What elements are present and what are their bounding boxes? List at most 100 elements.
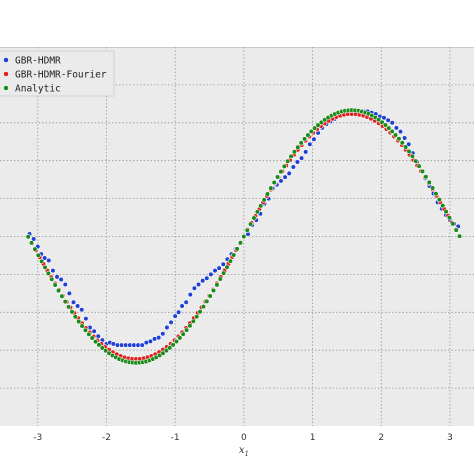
analytic-point — [281, 163, 287, 169]
gbr-hdmr-point — [147, 338, 154, 344]
analytic-point — [55, 288, 62, 294]
analytic-point — [376, 117, 382, 123]
analytic-point — [42, 264, 48, 270]
legend-marker-gbr-hdmr-fourier — [3, 71, 9, 77]
analytic-point — [207, 293, 213, 299]
x-axis-label-subscript: 1 — [244, 450, 248, 458]
analytic-point — [413, 158, 419, 164]
gbr-hdmr-point — [220, 261, 226, 267]
analytic-point — [82, 327, 89, 333]
analytic-point — [261, 197, 267, 203]
analytic-point — [318, 119, 324, 125]
x-tick-label: 0 — [241, 433, 247, 443]
analytic-point — [271, 179, 277, 186]
analytic-point — [69, 309, 75, 315]
gbr-hdmr-point — [31, 236, 37, 242]
analytic-point — [194, 314, 200, 320]
analytic-point — [49, 276, 55, 282]
gbr-hdmr-point — [79, 307, 85, 313]
analytic-series — [25, 107, 463, 366]
analytic-point — [224, 264, 230, 270]
gbr-hdmr-point — [204, 275, 210, 281]
analytic-point — [59, 293, 65, 299]
analytic-point — [217, 276, 223, 282]
gbr-hdmr-point — [402, 135, 408, 141]
gbr-hdmr-point — [397, 129, 404, 135]
analytic-point — [443, 209, 449, 215]
analytic-point — [72, 314, 78, 320]
legend-marker-analytic — [3, 85, 9, 91]
analytic-point — [426, 179, 432, 185]
analytic-point — [79, 323, 85, 329]
x-axis-label-main: x — [239, 445, 245, 456]
gbr-hdmr-point — [42, 255, 48, 261]
analytic-point — [416, 163, 422, 169]
analytic-point — [278, 168, 284, 175]
analytic-point — [66, 304, 72, 310]
analytic-point — [285, 158, 291, 164]
x-tick-label: -2 — [102, 433, 111, 443]
gbr-hdmr-point — [172, 313, 178, 319]
gbr-hdmr-point — [160, 331, 166, 337]
analytic-point — [210, 287, 217, 294]
gbr-hdmr-point — [187, 292, 193, 298]
gbr-hdmr-point — [83, 316, 89, 322]
analytic-point — [52, 282, 58, 288]
analytic-point — [244, 227, 250, 233]
analytic-point — [436, 197, 442, 203]
analytic-point — [399, 140, 405, 146]
gbr-hdmr-point — [216, 265, 222, 271]
gbr-hdmr-point — [389, 120, 395, 126]
analytic-point — [288, 153, 294, 159]
gbr-hdmr-point — [212, 268, 218, 274]
gbr-hdmr-point — [46, 257, 52, 264]
legend-items: GBR-HDMR GBR-HDMR-Fourier Analytic — [3, 56, 107, 95]
analytic-point — [190, 318, 196, 324]
analytic-point — [204, 298, 210, 305]
analytic-point — [305, 132, 311, 138]
gbr-hdmr-point — [75, 303, 81, 309]
gbr-hdmr-point — [381, 115, 387, 121]
gbr-hdmr-point — [179, 303, 185, 309]
analytic-point — [160, 350, 166, 356]
gbr-hdmr-point — [200, 278, 206, 284]
legend: GBR-HDMR GBR-HDMR-Fourier Analytic — [0, 50, 115, 97]
gbr-hdmr-point — [66, 290, 72, 296]
analytic-point — [456, 233, 463, 239]
analytic-point — [409, 153, 415, 159]
analytic-point — [103, 348, 109, 354]
gbr-hdmr-point — [62, 281, 68, 288]
legend-box — [0, 50, 115, 97]
analytic-point — [234, 246, 240, 252]
analytic-point — [221, 270, 227, 276]
legend-label-gbr-hdmr: GBR-HDMR — [15, 56, 61, 67]
analytic-point — [268, 185, 274, 191]
analytic-point — [227, 258, 233, 264]
analytic-point — [39, 258, 45, 264]
gbr-hdmr-point — [208, 271, 214, 278]
analytic-point — [214, 282, 220, 288]
analytic-point — [254, 209, 260, 215]
gbr-hdmr-point — [176, 309, 182, 315]
legend-label-gbr-hdmr-fourier: GBR-HDMR-Fourier — [15, 70, 107, 81]
gbr-hdmr-point — [91, 328, 97, 334]
analytic-point — [295, 144, 301, 150]
analytic-point — [382, 122, 389, 128]
analytic-point — [32, 246, 38, 252]
analytic-point — [197, 309, 203, 315]
analytic-point — [177, 335, 183, 341]
data-points — [25, 107, 463, 366]
analytic-point — [45, 270, 51, 276]
gbr-hdmr-point — [168, 319, 174, 326]
gbr-hdmr-point — [303, 149, 309, 155]
gbr-hdmr-point — [70, 299, 77, 305]
analytic-point — [450, 221, 456, 227]
analytic-point — [237, 240, 244, 246]
analytic-point — [386, 125, 392, 131]
gbr-hdmr-point — [50, 268, 56, 274]
gbr-hdmr-point — [195, 281, 202, 288]
analytic-point — [35, 252, 41, 258]
analytic-point — [406, 148, 412, 155]
gbr-hdmr-point — [307, 141, 313, 147]
analytic-point — [241, 233, 247, 240]
